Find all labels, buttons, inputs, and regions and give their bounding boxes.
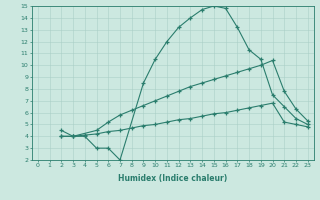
X-axis label: Humidex (Indice chaleur): Humidex (Indice chaleur) (118, 174, 228, 183)
